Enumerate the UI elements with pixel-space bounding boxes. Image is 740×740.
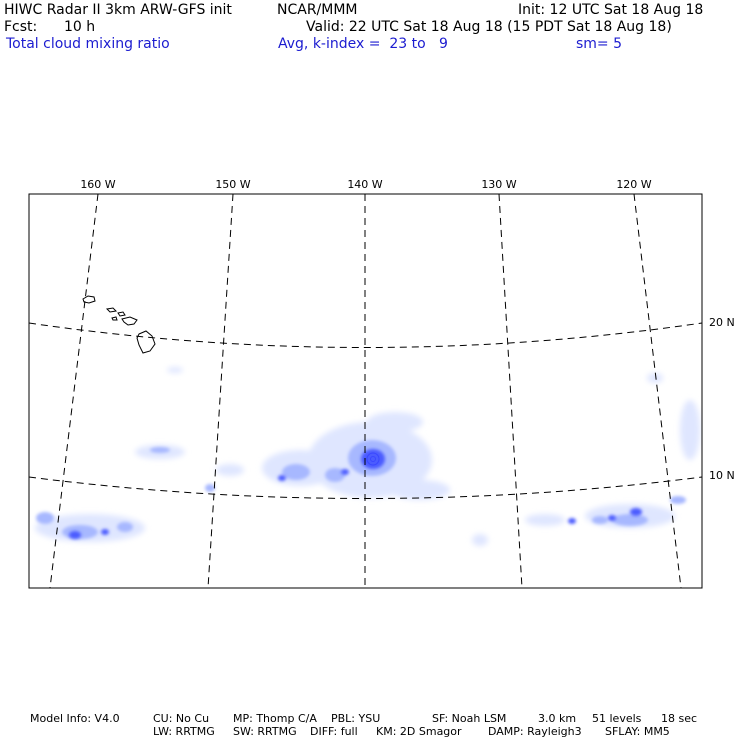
lon-label-150w: 150 W	[215, 178, 250, 191]
time-step: 18 sec	[661, 712, 698, 725]
cumulus-scheme: CU: No Cu	[153, 712, 210, 725]
organization-label: NCAR/MMM	[277, 2, 358, 18]
microphysics-scheme: MP: Thomp C/A	[233, 712, 317, 725]
grid-spacing: 3.0 km	[538, 712, 577, 725]
hawaii-islands	[82, 295, 156, 354]
forecast-hour: 10 h	[64, 19, 96, 35]
meridian-lines	[49, 193, 682, 589]
lon-label-120w: 120 W	[616, 178, 651, 191]
parallel-20n	[28, 322, 703, 348]
field-name: Total cloud mixing ratio	[6, 36, 170, 52]
shortwave-scheme: SW: RRTMG	[233, 725, 297, 738]
product-title: HIWC Radar II 3km ARW-GFS init	[4, 2, 232, 18]
parallel-lines	[28, 322, 703, 499]
meridian-160w	[49, 193, 99, 589]
surface-layer-option: SFLAY: MM5	[605, 725, 670, 738]
level-range: Avg, k-index = 23 to 9	[278, 36, 448, 52]
meridian-150w	[207, 193, 234, 589]
diffusion-option: DIFF: full	[310, 725, 358, 738]
lon-label-130w: 130 W	[481, 178, 516, 191]
cloud-field	[35, 367, 700, 546]
init-time: Init: 12 UTC Sat 18 Aug 18	[518, 2, 704, 18]
model-version: Model Info: V4.0	[30, 712, 120, 725]
pbl-scheme: PBL: YSU	[331, 712, 381, 725]
lat-label-20n: 20 N	[709, 316, 735, 329]
km-option: KM: 2D Smagor	[376, 725, 462, 738]
latitude-labels: 20 N 10 N	[709, 316, 735, 482]
longwave-scheme: LW: RRTMG	[153, 725, 215, 738]
forecast-label: Fcst:	[4, 19, 38, 35]
surface-scheme: SF: Noah LSM	[432, 712, 507, 725]
lon-label-160w: 160 W	[80, 178, 115, 191]
lat-label-10n: 10 N	[709, 469, 735, 482]
meridian-120w	[633, 193, 682, 589]
valid-time: Valid: 22 UTC Sat 18 Aug 18 (15 PDT Sat …	[306, 19, 672, 35]
vertical-levels: 51 levels	[592, 712, 642, 725]
longitude-labels: 160 W 150 W 140 W 130 W 120 W	[80, 178, 651, 191]
meridian-130w	[498, 193, 523, 589]
smoothing-label: sm= 5	[576, 36, 623, 52]
parallel-10n	[28, 476, 703, 499]
damping-option: DAMP: Rayleigh3	[488, 725, 582, 738]
lon-label-140w: 140 W	[347, 178, 382, 191]
